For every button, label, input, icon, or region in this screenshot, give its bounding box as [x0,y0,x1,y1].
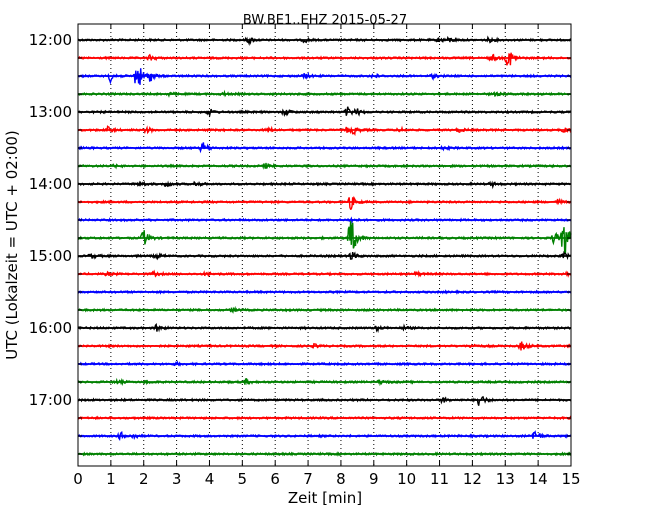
x-tick-label: 12 [463,470,482,488]
trace-row [77,395,572,406]
trace-group [77,35,572,457]
x-tick-label: 5 [238,470,248,488]
x-tick-label: 8 [336,470,346,488]
x-tick-label: 6 [270,470,280,488]
chart-title: BW.BE1..EHZ 2015-05-27 [243,13,407,28]
x-axis-label: Zeit [min] [288,489,362,507]
x-tick-label: 2 [139,470,149,488]
x-tick-label: 0 [73,470,83,488]
y-tick-label: 12:00 [29,31,72,49]
x-tick-label: 10 [397,470,416,488]
trace-row [78,52,572,66]
x-tick-label: 1 [106,470,116,488]
y-tick-label: 14:00 [29,175,72,193]
y-axis-label: UTC (Lokalzeit = UTC + 02:00) [3,130,21,360]
x-tick-label: 14 [529,470,548,488]
grid-lines [110,24,539,466]
plot-frame [77,23,572,467]
x-tick-label: 7 [303,470,313,488]
x-tick-label: 11 [430,470,449,488]
y-axis: 12:00 13:00 14:00 15:00 16:00 17:00 [29,31,571,455]
x-tick-label: 13 [496,470,515,488]
x-tick-label: 4 [205,470,215,488]
y-tick-label: 17:00 [29,391,72,409]
y-tick-label: 15:00 [29,247,72,265]
y-tick-label: 16:00 [29,319,72,337]
x-tick-label: 15 [561,470,580,488]
trace-row [77,195,572,210]
x-tick-label: 9 [369,470,379,488]
x-axis: 0 1 2 3 4 5 6 7 8 9 10 11 12 13 14 15 [73,24,581,488]
y-tick-label: 13:00 [29,103,72,121]
x-tick-label: 3 [172,470,182,488]
trace-row [77,142,572,154]
